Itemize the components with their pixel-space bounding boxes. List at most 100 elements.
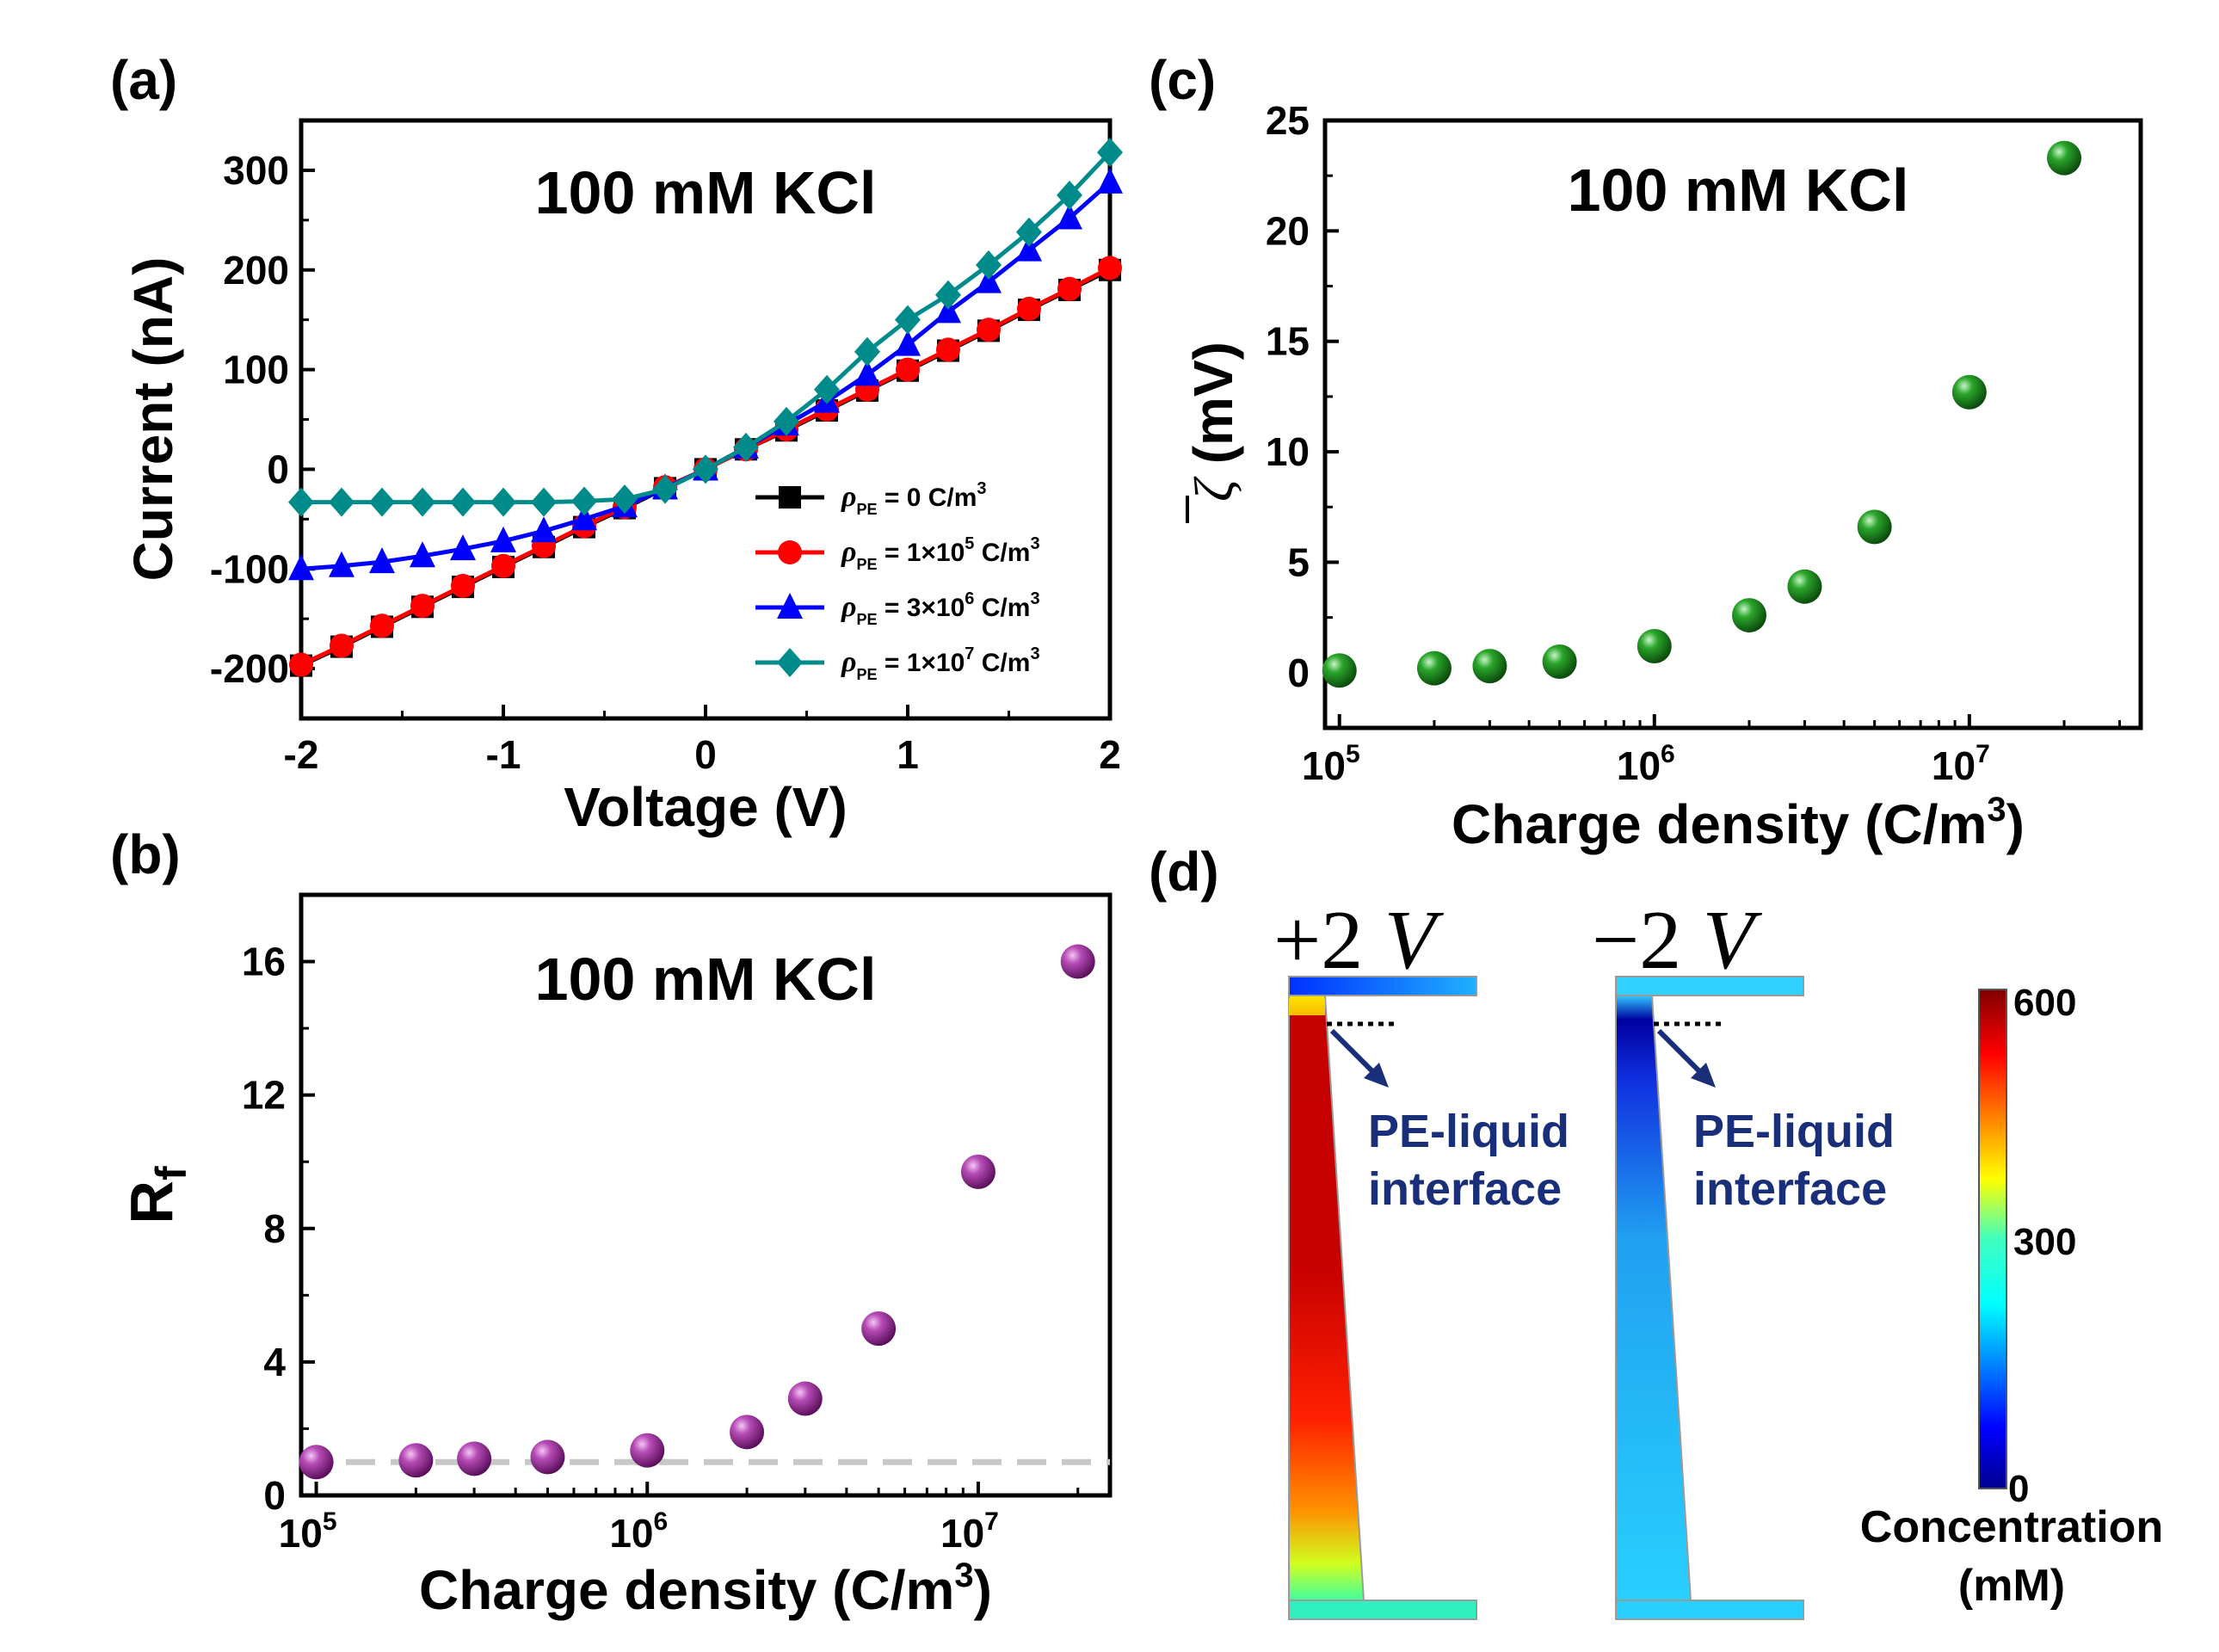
a-legend-marker-2 [777,593,803,619]
b-xtick-exp: 7 [984,1507,999,1536]
a-xtick-label: 1 [897,732,919,777]
a-legend-sup2: 3 [1030,644,1039,663]
a-series-3-point [814,374,840,404]
a-legend-sup: 5 [965,534,974,553]
a-series-1-point [410,594,435,619]
c-data-point [1542,644,1577,679]
a-series-3-point [571,486,597,516]
left-pore-hotspot [1289,998,1325,1015]
a-series-3-point [976,250,1002,280]
a-legend-sup2: 3 [1030,534,1039,553]
b-data-point [787,1381,823,1416]
a-legend-rho: ρ [841,591,857,623]
panel-d-right-title: −2 V [1592,894,1763,987]
a-series-1-point [936,337,960,362]
a-series-1-point [1017,296,1041,321]
b-data-point [861,1311,897,1347]
panel-b-ylabel: Rf [118,1166,195,1224]
right-pore-bottom-reservoir [1615,1600,1804,1620]
right-pore-top-reservoir [1615,976,1804,996]
a-series-2-point [450,534,476,561]
a-series-1-point [896,357,920,382]
panel-c-ylabel-space [1182,464,1244,479]
panel-b-xlabel: Charge density (C/m3) [419,1556,992,1621]
left-interface-label-1: PE-liquid [1368,1106,1569,1157]
panel-label-c: (c) [1149,49,1216,111]
panel-d-left-title-var: V [1384,894,1445,987]
panel-d-left-pore: PE-liquid interface [1288,976,1569,1620]
panel-d-right-title-var: V [1703,894,1763,987]
a-legend-rho: ρ [841,536,857,568]
a-legend-sup: 6 [965,589,974,608]
a-series-2-point [571,504,597,531]
c-data-point [1857,509,1892,545]
a-legend-main: = 1×10 [878,649,965,677]
a-legend-label-3: ρPE = 1×107 C/m3 [841,644,1040,683]
a-ytick-label: 200 [223,248,289,293]
a-series-3-point [1097,138,1123,168]
b-ytick-label: 12 [242,1073,286,1118]
a-series-1-point [289,652,313,677]
a-series-1-point [370,613,394,638]
panel-a-chart: -2 -1 0 1 2 -200 -100 0 100 200 300 100 mM KCl Vol… [122,118,1123,838]
a-legend-sup: 3 [977,479,986,498]
colorbar-label-2: (mM) [1958,1561,2065,1611]
a-series-1-point [451,573,475,598]
a-series-1-point [977,317,1001,342]
b-xtick-label: 105 [279,1507,337,1556]
panel-c-ylabel: ζ (mV) [1182,342,1244,523]
panel-label-d: (d) [1149,841,1219,903]
a-series-2-point [1016,235,1042,262]
b-data-point [1060,944,1095,979]
panel-c-xlabel: Charge density (C/m3) [1452,791,2025,855]
a-series-3-point [652,474,678,504]
c-data-point [1416,650,1452,686]
b-data-point [398,1443,434,1478]
panel-a-ylabel: Current (nA) [122,257,184,582]
panel-d-colorbar: 600 300 0 Concentration (mM) [1860,982,2163,1611]
a-ytick-label: 100 [223,348,289,392]
c-xtick-base: 10 [1932,743,1976,788]
a-series-3-point [895,305,921,335]
left-pore-top-reservoir [1288,976,1477,996]
a-series-3-point [693,454,718,484]
a-series-3-point [774,406,799,436]
a-series-3-point [935,280,961,310]
a-series-2-point [935,297,961,324]
c-data-point [1787,569,1822,604]
a-ytick-label: 0 [267,447,289,491]
c-xtick-base: 10 [1617,743,1661,788]
c-data-point [1731,598,1766,633]
a-legend-marker-1 [778,540,802,564]
a-series-3-point [369,487,395,517]
a-xtick-label: 0 [694,732,717,777]
panel-b-xlabel-main: Charge density (C/m [419,1559,954,1621]
a-series-3-point [854,336,880,367]
a-legend-sub: PE [857,666,878,683]
a-series-2-point [490,526,516,552]
a-legend-tail: C/m [974,594,1030,622]
panel-b-xlabel-tail: ) [974,1559,992,1621]
c-xtick-label: 105 [1302,740,1360,788]
colorbar-tick-0: 0 [2008,1468,2029,1510]
a-series-1-point [1098,256,1122,280]
a-legend-tail: C/m [974,649,1030,677]
c-ytick-label: 25 [1266,98,1310,143]
right-pore-channel [1615,995,1692,1601]
b-xtick-exp: 6 [654,1507,669,1536]
a-legend-rho: ρ [841,481,857,513]
panel-c-xlabel-main: Charge density (C/m [1452,793,1987,855]
panel-a-xlabel: Voltage (V) [564,776,848,838]
a-legend-tail: C/m [974,539,1030,567]
c-xtick-exp: 7 [1976,740,1990,768]
c-data-point [1472,649,1507,684]
panel-d-left-title-space [1363,894,1384,987]
a-xtick-label: -2 [284,732,319,777]
panel-c-points [1322,140,2082,688]
b-data-point [530,1439,565,1475]
panel-b-ylabel-main: R [118,1180,185,1224]
panel-c-ylabel-text: ζ (mV) [1182,342,1244,502]
a-legend-main: = 0 C/m [878,484,977,512]
